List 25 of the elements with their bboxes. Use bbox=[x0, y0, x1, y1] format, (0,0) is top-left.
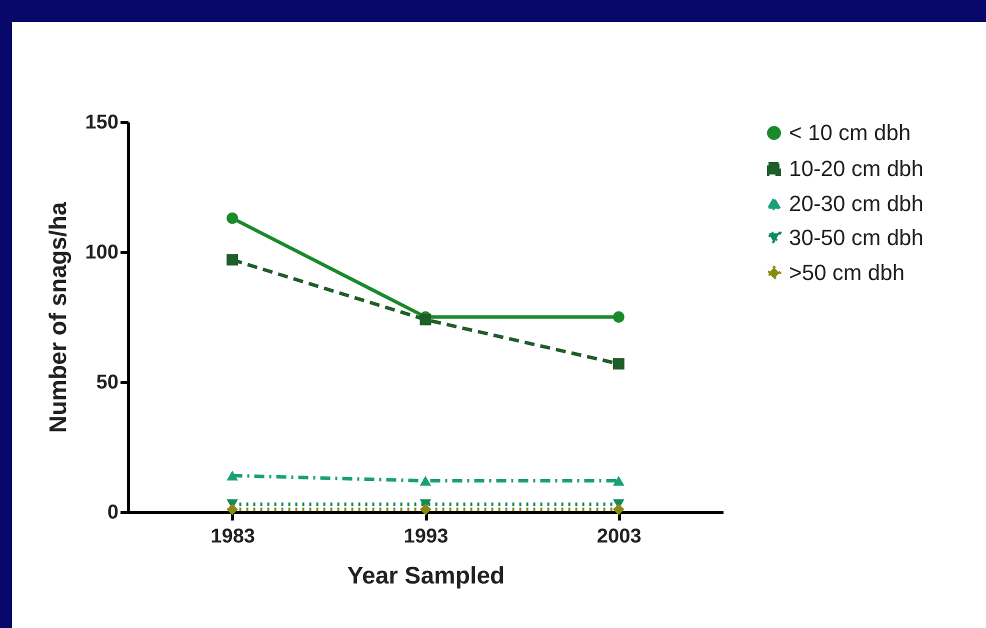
point bbox=[226, 470, 238, 481]
y-axis-title: Number of snags/ha bbox=[45, 202, 72, 433]
legend-label: >50 cm dbh bbox=[789, 260, 905, 285]
point bbox=[226, 212, 238, 224]
point bbox=[612, 476, 624, 486]
y-tick-label: 150 bbox=[85, 112, 118, 134]
legend-label: < 10 cm dbh bbox=[789, 120, 911, 145]
y-tick-label: 0 bbox=[107, 502, 118, 524]
legend-label: 30-50 cm dbh bbox=[789, 225, 924, 250]
point bbox=[420, 314, 432, 326]
y-tick-label: 50 bbox=[96, 372, 118, 394]
x-tick-label: 1983 bbox=[210, 526, 256, 548]
point bbox=[420, 504, 432, 516]
point bbox=[226, 254, 238, 266]
point bbox=[226, 504, 238, 516]
point bbox=[612, 358, 624, 370]
x-tick-label: 1993 bbox=[404, 526, 448, 548]
x-tick-label: 2003 bbox=[596, 526, 642, 548]
x-axis-title: Year Sampled bbox=[347, 562, 505, 590]
legend-label: 10-20 cm dbh bbox=[789, 156, 924, 181]
legend-label: 20-30 cm dbh bbox=[789, 191, 924, 216]
point bbox=[612, 311, 624, 323]
point bbox=[612, 504, 624, 516]
y-tick-label: 100 bbox=[85, 242, 118, 264]
point bbox=[420, 476, 432, 486]
